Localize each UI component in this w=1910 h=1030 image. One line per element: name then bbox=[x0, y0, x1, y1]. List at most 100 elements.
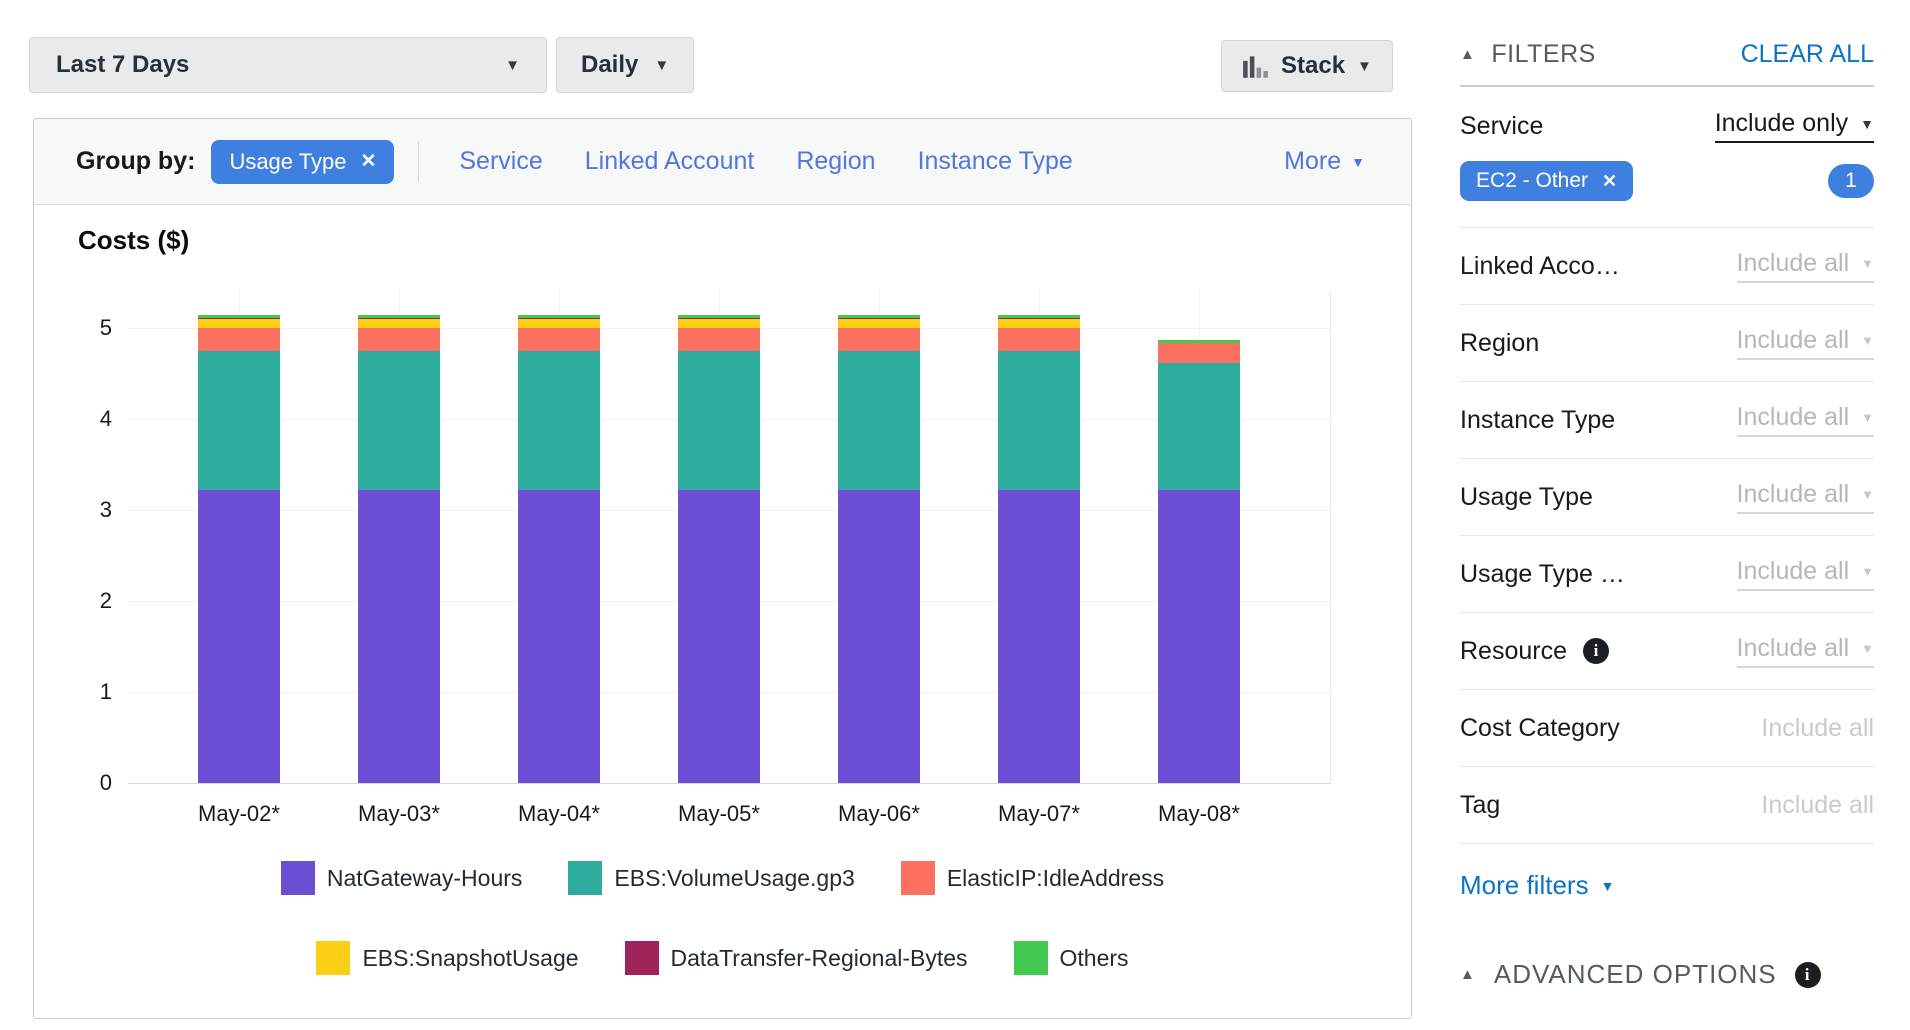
granularity-dropdown[interactable]: Daily ▼ bbox=[556, 37, 694, 93]
legend-swatch bbox=[1014, 941, 1048, 975]
filter-label: Usage Type … bbox=[1460, 560, 1625, 589]
group-by-bar: Group by: Usage Type ✕ ServiceLinked Acc… bbox=[34, 119, 1411, 205]
bar-segment-ebs-snapshotusage[interactable] bbox=[838, 319, 920, 328]
filter-value-dropdown[interactable]: Include all▼ bbox=[1737, 249, 1874, 283]
bar-segment-natgateway-hours[interactable] bbox=[1158, 490, 1240, 783]
plot-right-border bbox=[1330, 291, 1331, 783]
legend-row-2: EBS:SnapshotUsage DataTransfer-Regional-B… bbox=[34, 941, 1411, 975]
group-by-selected-tag[interactable]: Usage Type ✕ bbox=[211, 140, 394, 184]
bar-segment-natgateway-hours[interactable] bbox=[678, 490, 760, 783]
filter-row-service: Service Include only ▼ bbox=[1460, 109, 1874, 143]
bar-segment-natgateway-hours[interactable] bbox=[838, 490, 920, 783]
bar-segment-elasticip-idleaddress[interactable] bbox=[678, 328, 760, 351]
chevron-down-icon: ▼ bbox=[1601, 879, 1615, 893]
bar-segment-elasticip-idleaddress[interactable] bbox=[1158, 343, 1240, 363]
filter-value-dropdown[interactable]: Include all▼ bbox=[1737, 326, 1874, 360]
y-axis-tick-label: 2 bbox=[52, 588, 112, 614]
group-by-more-link[interactable]: More ▼ bbox=[1284, 147, 1365, 176]
chart-style-dropdown[interactable]: Stack ▼ bbox=[1221, 40, 1393, 92]
chevron-down-icon: ▼ bbox=[1861, 642, 1874, 655]
legend-row-1: NatGateway-Hours EBS:VolumeUsage.gp3 Elast… bbox=[34, 861, 1411, 895]
bar-segment-natgateway-hours[interactable] bbox=[998, 490, 1080, 783]
more-label: More bbox=[1284, 147, 1341, 176]
filter-row-usage-type: Usage Type Include all▼ bbox=[1460, 459, 1874, 536]
bar-segment-others[interactable] bbox=[678, 315, 760, 319]
bar-segment-natgateway-hours[interactable] bbox=[518, 490, 600, 783]
filter-count-badge: 1 bbox=[1828, 164, 1874, 198]
bar-segment-ebs-snapshotusage[interactable] bbox=[358, 319, 440, 328]
x-axis-tick-label: May-08* bbox=[1114, 801, 1284, 827]
bar-segment-elasticip-idleaddress[interactable] bbox=[838, 328, 920, 351]
filter-value-dropdown[interactable]: Include all▼ bbox=[1737, 480, 1874, 514]
filter-label: Linked Acco… bbox=[1460, 252, 1620, 281]
info-icon[interactable]: i bbox=[1583, 638, 1609, 664]
filter-row-cost-category: Cost Category Include all bbox=[1460, 690, 1874, 767]
legend-item-datatransfer-regional-bytes[interactable]: DataTransfer-Regional-Bytes bbox=[625, 941, 968, 975]
advanced-options-toggle[interactable]: ▲ ADVANCED OPTIONS i bbox=[1460, 959, 1874, 990]
bar-segment-ebs-volumeusage-gp3[interactable] bbox=[1158, 363, 1240, 490]
bar-segment-ebs-volumeusage-gp3[interactable] bbox=[518, 351, 600, 490]
filter-value-dropdown[interactable]: Include all▼ bbox=[1737, 634, 1874, 668]
bar-segment-others[interactable] bbox=[518, 315, 600, 319]
bar-segment-elasticip-idleaddress[interactable] bbox=[998, 328, 1080, 351]
legend-label: Others bbox=[1060, 945, 1129, 972]
x-axis-tick-label: May-04* bbox=[474, 801, 644, 827]
group-by-links: Service Linked Account Region Instance Type bbox=[459, 147, 1072, 176]
bar-segment-ebs-snapshotusage[interactable] bbox=[198, 319, 280, 328]
bar-segment-ebs-volumeusage-gp3[interactable] bbox=[198, 351, 280, 490]
close-icon[interactable]: ✕ bbox=[1602, 171, 1617, 192]
divider bbox=[418, 142, 419, 182]
service-filter-tag[interactable]: EC2 - Other ✕ bbox=[1460, 161, 1633, 201]
bar-segment-natgateway-hours[interactable] bbox=[358, 490, 440, 783]
bar-segment-ebs-volumeusage-gp3[interactable] bbox=[998, 351, 1080, 490]
chevron-down-icon: ▼ bbox=[1861, 334, 1874, 347]
filters-header: ▲ FILTERS CLEAR ALL bbox=[1460, 40, 1874, 87]
filter-row-usage-type: Usage Type … Include all▼ bbox=[1460, 536, 1874, 613]
bar-segment-ebs-snapshotusage[interactable] bbox=[998, 319, 1080, 328]
granularity-value: Daily bbox=[581, 51, 638, 79]
date-range-dropdown[interactable]: Last 7 Days ▼ bbox=[29, 37, 547, 93]
group-by-link-region[interactable]: Region bbox=[796, 147, 875, 176]
date-range-value: Last 7 Days bbox=[56, 51, 189, 79]
filter-label: Tag bbox=[1460, 791, 1500, 820]
bar-segment-ebs-volumeusage-gp3[interactable] bbox=[838, 351, 920, 490]
filter-value-dropdown[interactable]: Include all▼ bbox=[1737, 403, 1874, 437]
bar-segment-elasticip-idleaddress[interactable] bbox=[358, 328, 440, 351]
include-only-value: Include only bbox=[1715, 109, 1848, 138]
bar-segment-elasticip-idleaddress[interactable] bbox=[198, 328, 280, 351]
gridline-y-0 bbox=[128, 783, 1331, 784]
bar-segment-others[interactable] bbox=[1158, 340, 1240, 343]
bar-segment-ebs-snapshotusage[interactable] bbox=[518, 319, 600, 328]
include-only-dropdown[interactable]: Include only ▼ bbox=[1715, 109, 1874, 143]
bar-segment-elasticip-idleaddress[interactable] bbox=[518, 328, 600, 351]
filters-collapse-toggle[interactable]: ▲ FILTERS bbox=[1460, 40, 1596, 69]
clear-all-link[interactable]: CLEAR ALL bbox=[1741, 40, 1874, 69]
bar-segment-ebs-volumeusage-gp3[interactable] bbox=[358, 351, 440, 490]
more-filters-link[interactable]: More filters ▼ bbox=[1460, 870, 1874, 901]
legend-item-natgateway-hours[interactable]: NatGateway-Hours bbox=[281, 861, 523, 895]
group-by-tag-label: Usage Type bbox=[229, 149, 346, 175]
bar-segment-others[interactable] bbox=[198, 315, 280, 319]
group-by-link-service[interactable]: Service bbox=[459, 147, 542, 176]
legend-item-ebs-volumeusage-gp3[interactable]: EBS:VolumeUsage.gp3 bbox=[568, 861, 854, 895]
filters-sidebar: ▲ FILTERS CLEAR ALL Service Include only… bbox=[1460, 40, 1874, 990]
group-by-link-instance-type[interactable]: Instance Type bbox=[918, 147, 1073, 176]
legend-item-others[interactable]: Others bbox=[1014, 941, 1129, 975]
info-icon[interactable]: i bbox=[1795, 962, 1821, 988]
close-icon[interactable]: ✕ bbox=[360, 150, 376, 173]
filter-value-dropdown[interactable]: Include all▼ bbox=[1737, 557, 1874, 591]
bar-segment-natgateway-hours[interactable] bbox=[198, 490, 280, 783]
bar-segment-others[interactable] bbox=[998, 315, 1080, 319]
collapse-arrow-icon: ▲ bbox=[1460, 46, 1475, 63]
group-by-link-linked-account[interactable]: Linked Account bbox=[585, 147, 755, 176]
legend-item-ebs-snapshotusage[interactable]: EBS:SnapshotUsage bbox=[316, 941, 578, 975]
bar-segment-ebs-snapshotusage[interactable] bbox=[678, 319, 760, 328]
legend-item-elasticip-idleaddress[interactable]: ElasticIP:IdleAddress bbox=[901, 861, 1164, 895]
bar-segment-others[interactable] bbox=[838, 315, 920, 319]
filter-row-resource: Resourcei Include all▼ bbox=[1460, 613, 1874, 690]
bar-segment-others[interactable] bbox=[358, 315, 440, 319]
y-axis-tick-label: 3 bbox=[52, 497, 112, 523]
bar-segment-ebs-volumeusage-gp3[interactable] bbox=[678, 351, 760, 490]
plot-area: 012345May-02*May-03*May-04*May-05*May-06… bbox=[128, 291, 1331, 783]
filter-label: Resourcei bbox=[1460, 637, 1609, 666]
